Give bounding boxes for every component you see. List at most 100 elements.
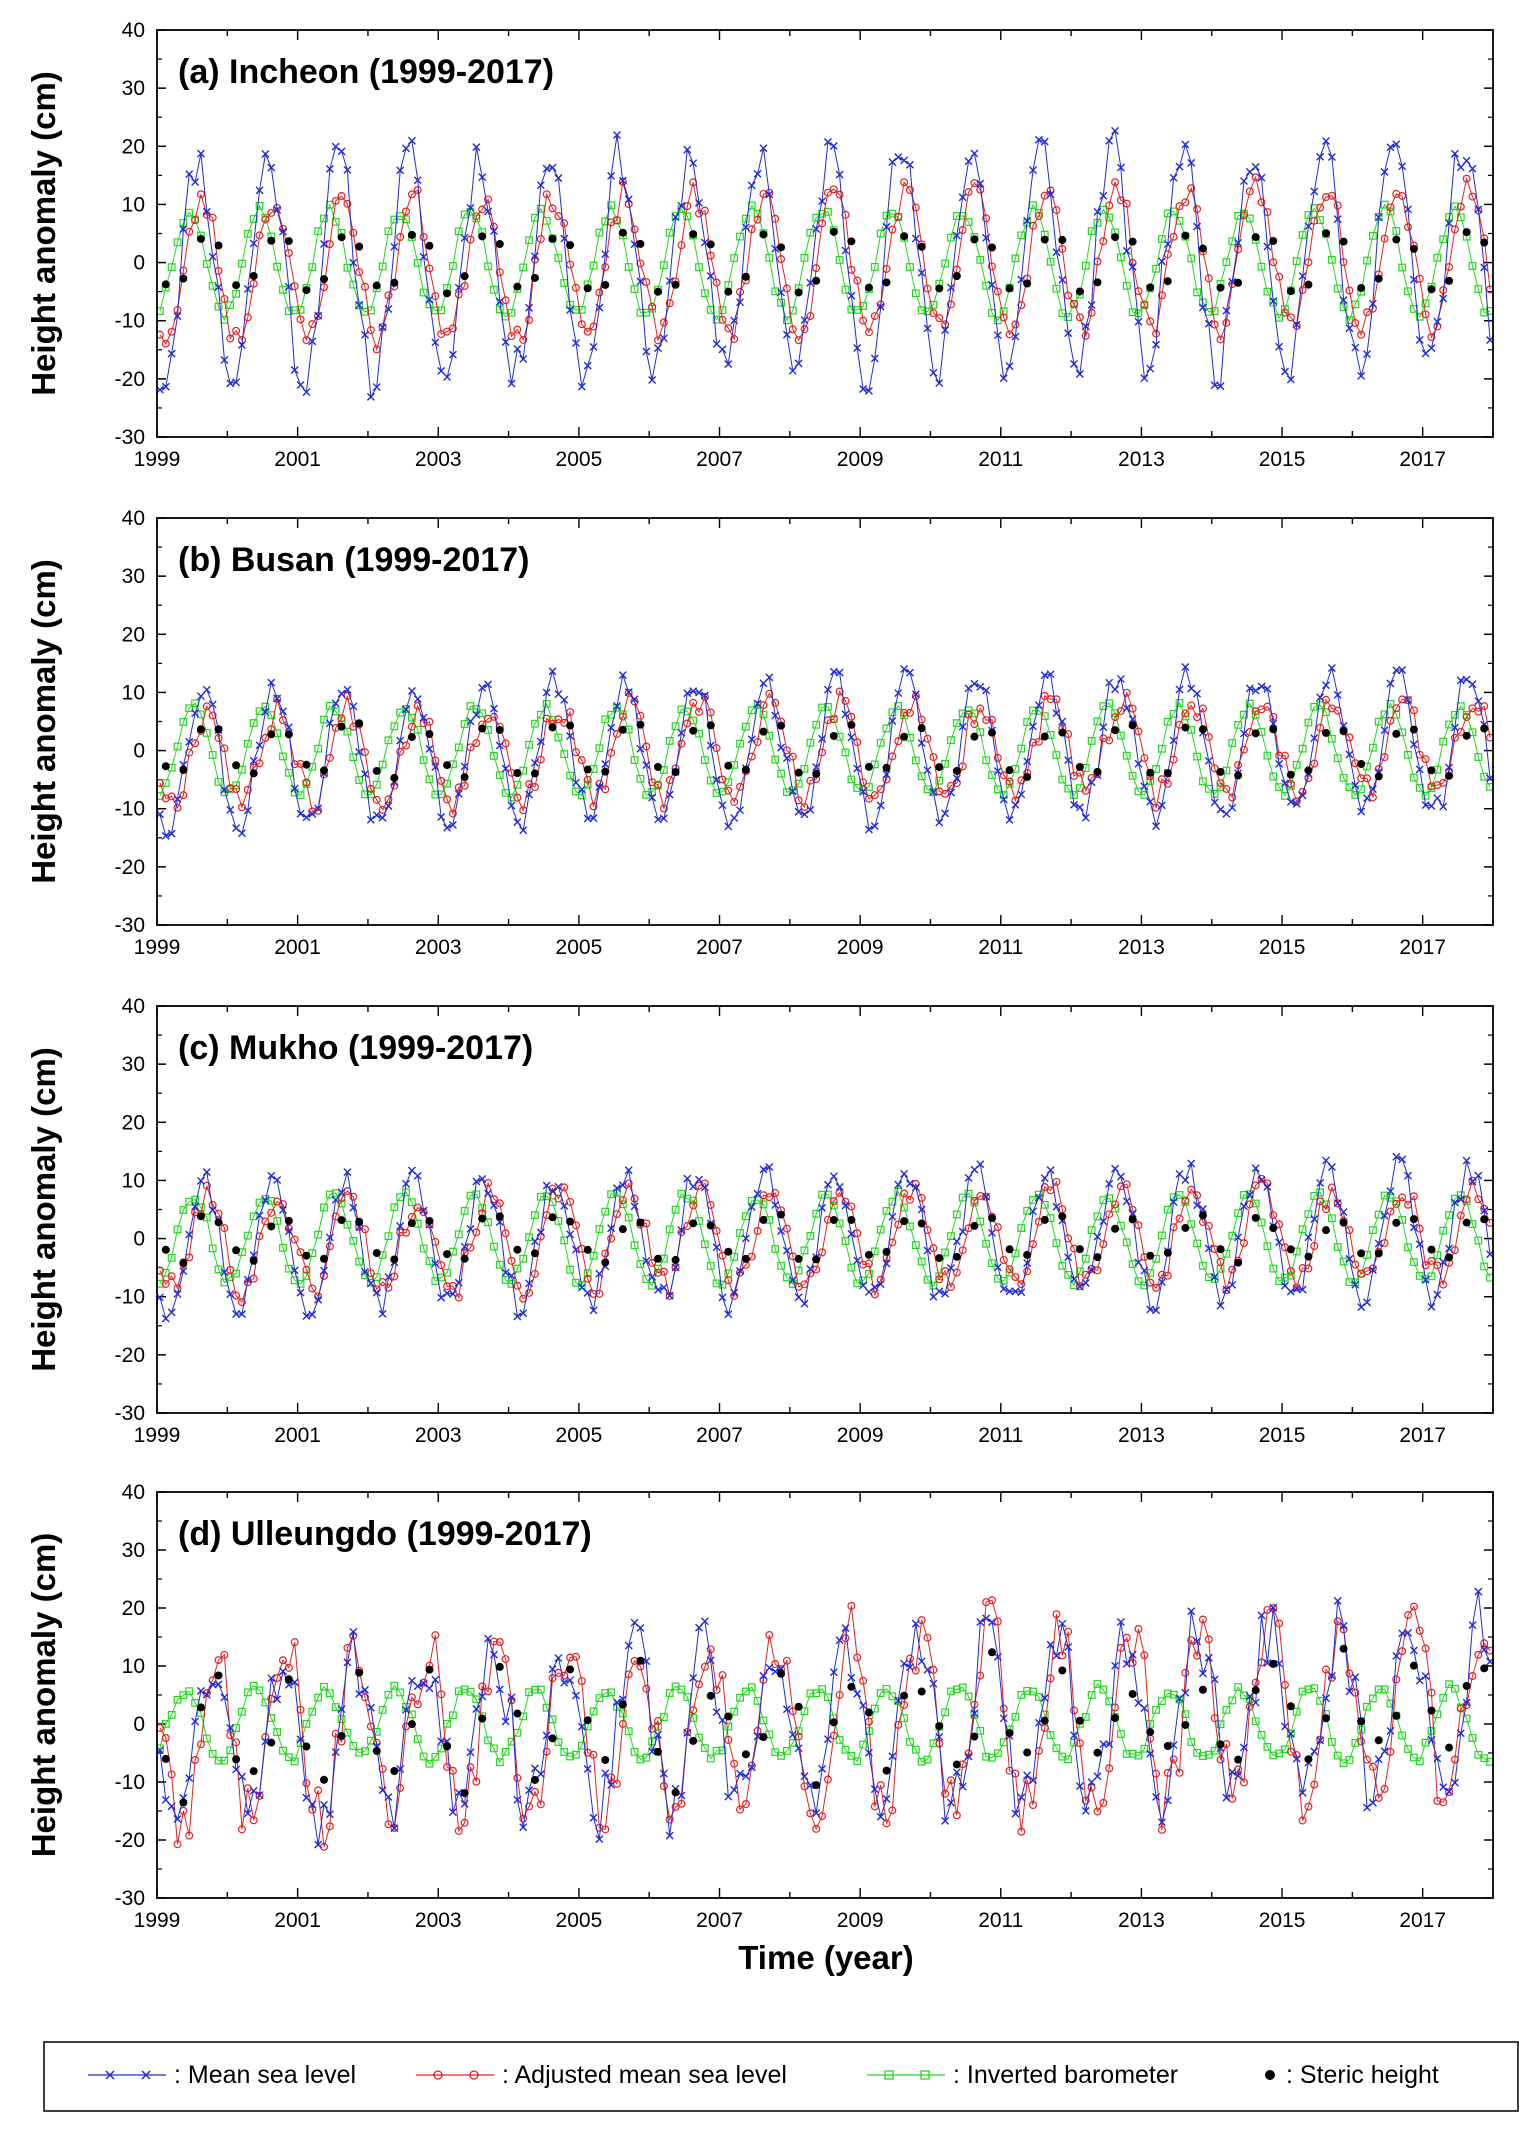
point-amsl [167, 1770, 176, 1779]
point-msl [1128, 715, 1137, 724]
point-amsl [1040, 191, 1049, 200]
point-msl [1134, 1258, 1143, 1267]
point-amsl [923, 284, 932, 293]
point-ib [700, 289, 709, 298]
point-amsl [1157, 291, 1166, 300]
point-steric [970, 732, 979, 741]
point-amsl [1298, 1816, 1307, 1825]
point-msl [1034, 1193, 1043, 1202]
point-steric [267, 1738, 276, 1747]
point-msl [612, 702, 621, 711]
point-msl [1023, 757, 1032, 766]
point-ib [1034, 706, 1043, 715]
point-amsl [864, 328, 873, 337]
point-msl [1064, 1253, 1073, 1262]
point-ib [308, 263, 317, 271]
point-amsl [1474, 1195, 1483, 1204]
plot-frame [156, 517, 1494, 926]
point-ib [595, 1225, 604, 1233]
panel-title: (a) Incheon (1999-2017) [178, 53, 554, 91]
point-ib [952, 1685, 961, 1694]
y-tick-label: 40 [122, 19, 145, 42]
point-steric [249, 1256, 258, 1265]
point-msl [1450, 1778, 1459, 1787]
point-ib [800, 1246, 809, 1255]
point-msl [290, 1266, 299, 1275]
point-msl [876, 1280, 885, 1289]
point-msl [648, 793, 657, 802]
point-amsl [1210, 764, 1219, 773]
point-ib [824, 1190, 832, 1199]
point-ib [777, 769, 785, 778]
point-amsl [196, 190, 205, 199]
point-amsl [1368, 1762, 1377, 1771]
point-amsl [161, 339, 170, 348]
point-ib [929, 788, 938, 796]
point-amsl [384, 1283, 393, 1292]
point-ib [601, 715, 610, 724]
y-axis-title: Height anomaly (cm) [25, 1533, 62, 1858]
point-ib [636, 774, 645, 783]
point-ib [1240, 1191, 1248, 1199]
point-msl [900, 1169, 909, 1178]
point-amsl [1105, 1764, 1114, 1773]
point-ib [800, 1707, 809, 1716]
point-amsl [1421, 1644, 1430, 1653]
point-ib [1486, 1273, 1493, 1282]
point-ib [1304, 718, 1313, 727]
point-msl [302, 813, 311, 822]
point-msl [167, 349, 176, 358]
point-msl [829, 142, 838, 151]
point-steric [284, 1675, 293, 1684]
point-ib [976, 1217, 985, 1226]
point-amsl [542, 1747, 551, 1756]
point-msl [355, 747, 364, 756]
point-msl [905, 668, 914, 677]
point-ib [929, 1281, 938, 1290]
point-steric [1005, 766, 1014, 775]
point-ib [290, 1757, 299, 1766]
point-steric [1111, 1714, 1120, 1723]
point-ib [402, 705, 410, 713]
point-amsl [999, 313, 1008, 322]
point-steric [1269, 725, 1278, 734]
point-amsl [261, 733, 270, 742]
point-steric [267, 236, 276, 245]
point-steric [1198, 1685, 1207, 1694]
point-msl [1122, 1659, 1131, 1668]
point-ib [1257, 1218, 1266, 1227]
y-tick-label: -20 [115, 368, 145, 391]
point-amsl [677, 739, 686, 748]
point-steric [478, 232, 487, 241]
point-msl [847, 1673, 856, 1682]
point-msl [935, 1732, 944, 1741]
point-msl [1157, 1278, 1166, 1287]
panel-title: (c) Mukho (1999-2017) [178, 1029, 533, 1067]
point-msl [1339, 1621, 1348, 1630]
point-ib [1292, 1707, 1301, 1716]
point-msl [689, 159, 698, 168]
point-amsl [1286, 779, 1295, 788]
point-msl [1163, 1796, 1172, 1805]
point-amsl [331, 1212, 340, 1221]
point-msl [788, 1276, 797, 1285]
point-steric [320, 766, 328, 775]
point-ib [1456, 213, 1465, 222]
point-msl [923, 1665, 932, 1674]
point-ib [1175, 1695, 1184, 1704]
point-msl [1017, 1793, 1026, 1802]
point-ib [818, 209, 826, 218]
point-msl [1228, 1768, 1237, 1776]
point-steric [794, 1254, 803, 1263]
point-ib [1204, 1750, 1213, 1759]
point-msl [1404, 205, 1413, 214]
point-steric [1181, 1223, 1190, 1232]
y-tick-label: -20 [115, 1344, 145, 1367]
point-ib [595, 744, 604, 753]
legend-marker [105, 2070, 115, 2080]
point-msl [1111, 1164, 1120, 1173]
point-ib [472, 1190, 481, 1199]
point-msl [747, 1203, 756, 1211]
point-ib [1327, 1214, 1336, 1223]
